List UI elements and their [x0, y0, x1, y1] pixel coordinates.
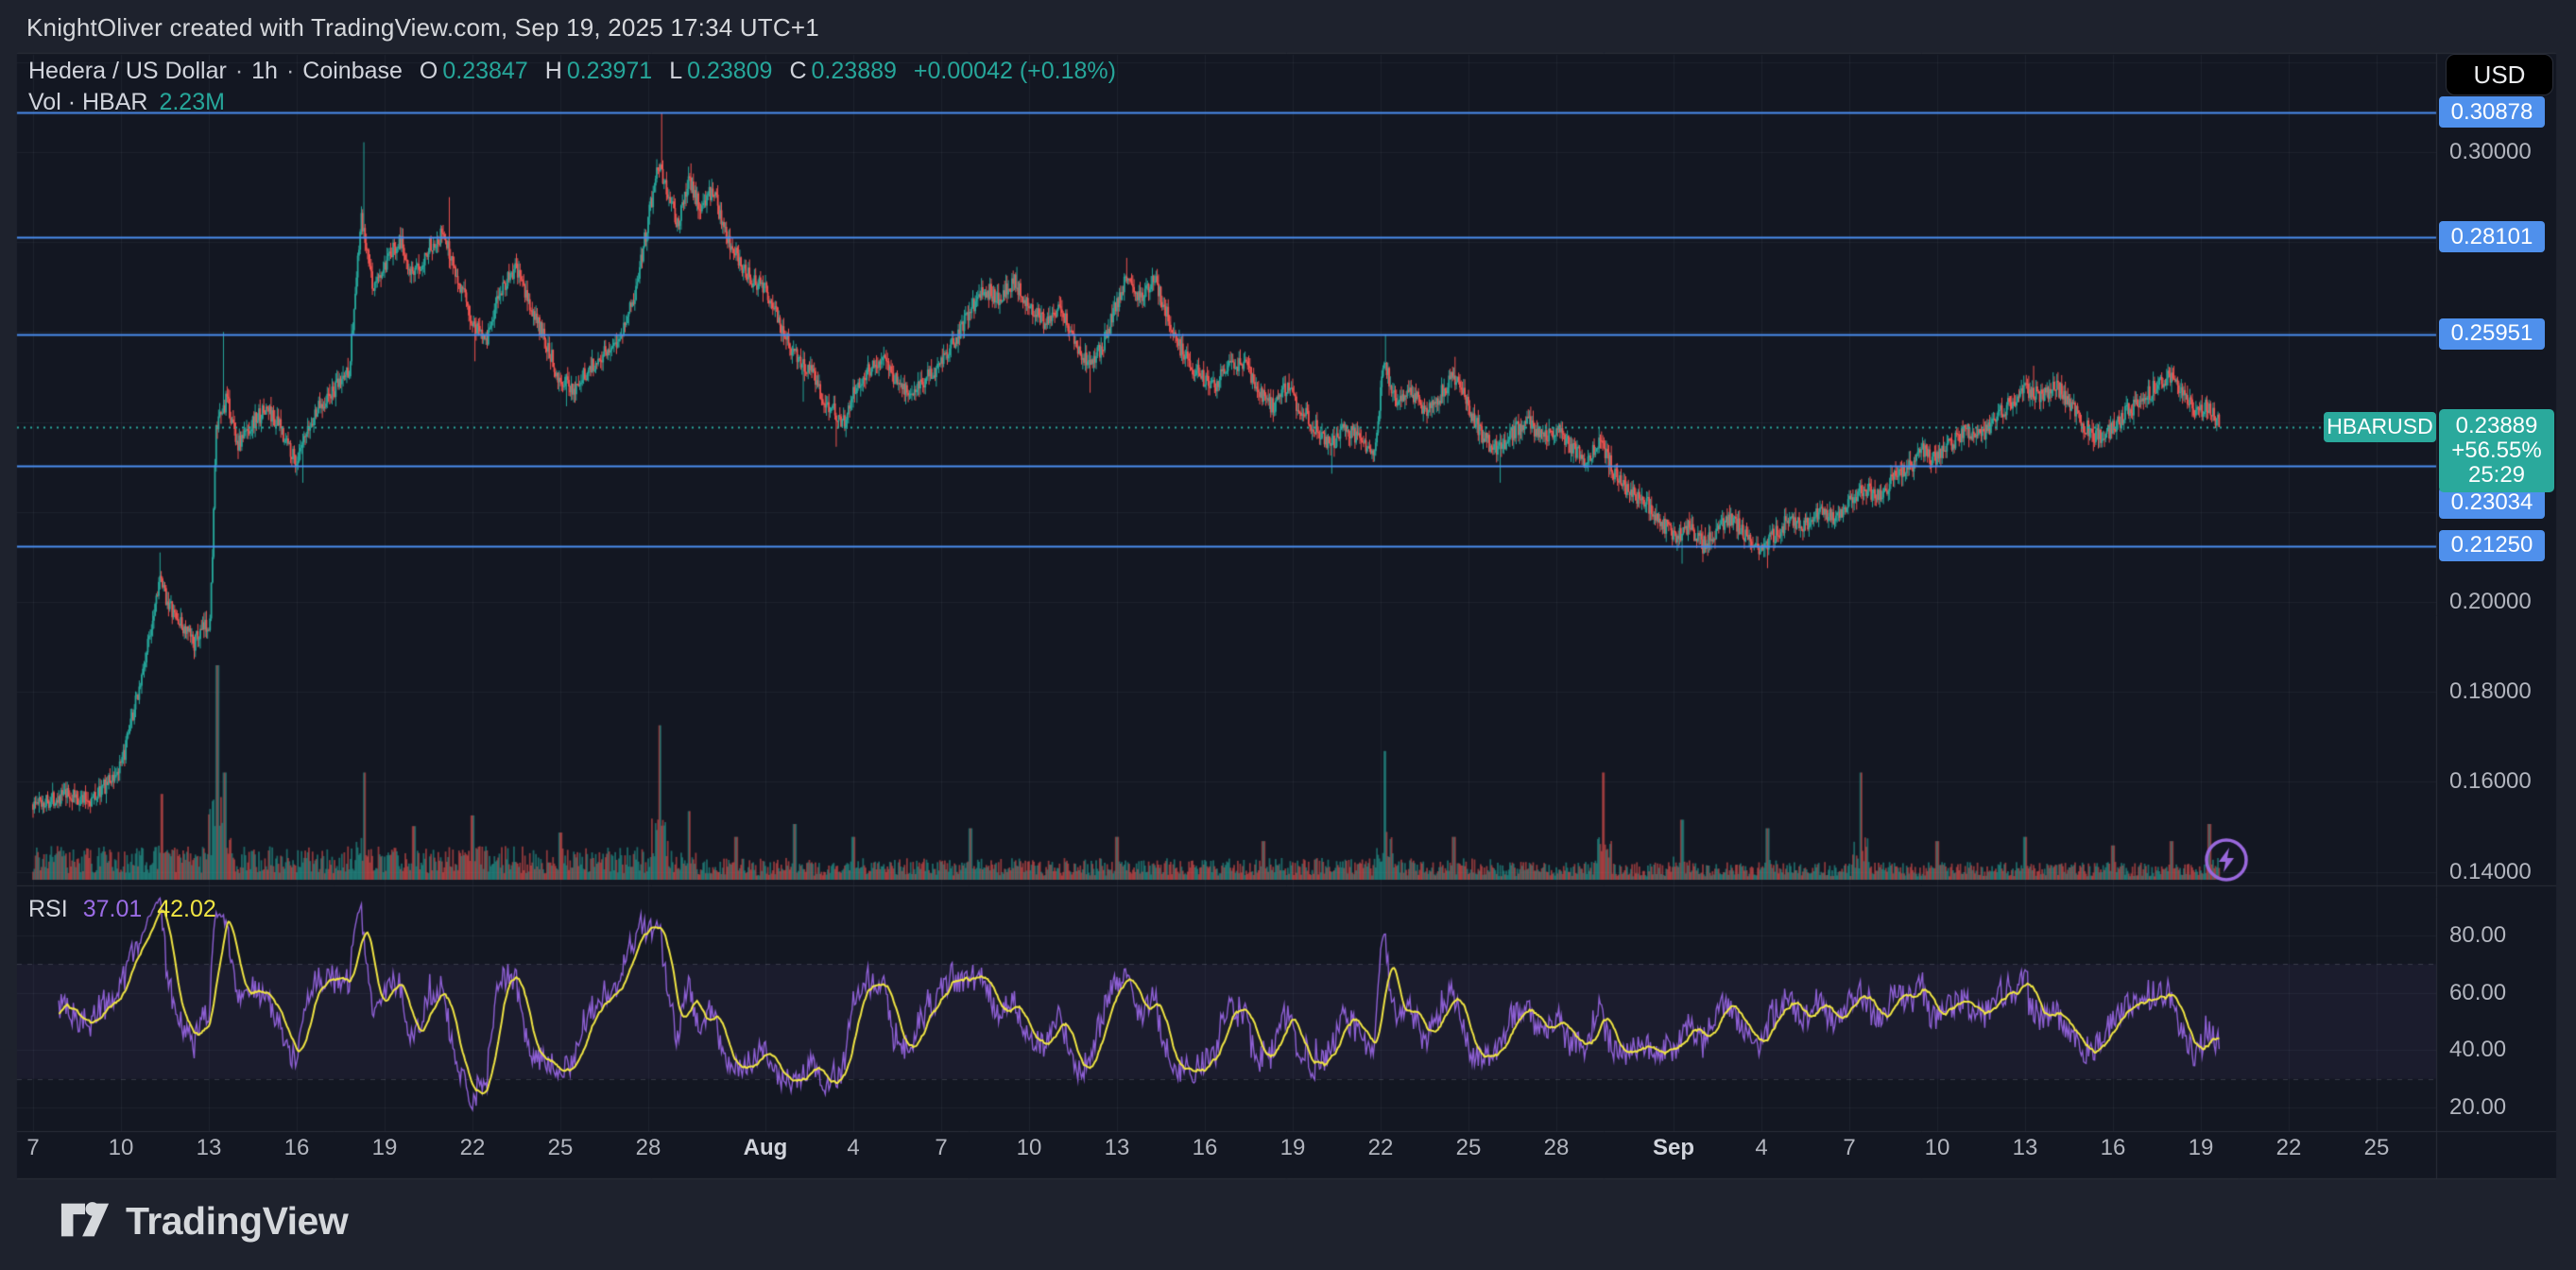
price-level-badge: 0.25951	[2439, 318, 2545, 350]
bar-countdown: 25:29	[2439, 463, 2554, 488]
time-axis-label: 25	[2364, 1135, 2390, 1161]
time-axis-label: 7	[1843, 1135, 1855, 1161]
rsi-label: RSI	[28, 896, 68, 923]
time-axis-label: 7	[935, 1135, 947, 1161]
time-axis-month-label: Aug	[744, 1135, 788, 1161]
time-axis-label: 4	[847, 1135, 859, 1161]
rsi-axis-label: 60.00	[2449, 980, 2506, 1006]
price-axis-label: 0.20000	[2449, 589, 2532, 615]
rsi-value: 37.01	[83, 896, 143, 923]
time-axis-label: 19	[1280, 1135, 1306, 1161]
current-change-percent: +56.55%	[2439, 438, 2554, 463]
time-axis-label: 13	[1105, 1135, 1130, 1161]
price-level-badge: 0.28101	[2439, 221, 2545, 252]
time-axis-month-label: Sep	[1653, 1135, 1694, 1161]
time-axis-label: 19	[2189, 1135, 2214, 1161]
rsi-axis-label: 80.00	[2449, 922, 2506, 949]
time-axis-label: 28	[636, 1135, 661, 1161]
symbol-legend: Hedera / US Dollar · 1h · Coinbase O 0.2…	[28, 57, 1116, 85]
symbol-title: Hedera / US Dollar	[28, 58, 227, 85]
time-axis-label: 16	[1193, 1135, 1218, 1161]
open-value: 0.23847	[442, 58, 527, 85]
legend-separator: ·	[286, 58, 294, 85]
time-axis-label: 13	[2013, 1135, 2038, 1161]
exchange-label: Coinbase	[302, 58, 403, 85]
attribution-text: KnightOliver created with TradingView.co…	[26, 13, 819, 43]
change-value: +0.00042 (+0.18%)	[914, 58, 1116, 85]
symbol-price-tag: HBARUSD	[2324, 412, 2436, 442]
rsi-legend: RSI 37.01 42.02	[28, 896, 216, 922]
current-price-box: 0.23889+56.55%25:29	[2439, 409, 2554, 492]
price-axis-label: 0.16000	[2449, 768, 2532, 795]
low-value: 0.23809	[687, 58, 772, 85]
tradingview-snapshot: KnightOliver created with TradingView.co…	[0, 0, 2576, 1270]
close-value: 0.23889	[812, 58, 897, 85]
tradingview-logo[interactable]: TradingView	[59, 1193, 348, 1250]
time-axis-label: 22	[460, 1135, 486, 1161]
time-axis-label: 25	[1456, 1135, 1482, 1161]
chart-overlay: KnightOliver created with TradingView.co…	[0, 0, 2576, 1270]
time-axis-label: 16	[284, 1135, 310, 1161]
time-axis-label: 10	[1017, 1135, 1042, 1161]
interval-label: 1h	[251, 58, 278, 85]
rsi-axis-label: 40.00	[2449, 1037, 2506, 1063]
time-axis-label: 10	[1925, 1135, 1950, 1161]
price-level-badge: 0.21250	[2439, 530, 2545, 561]
price-axis-label: 0.30000	[2449, 139, 2532, 165]
time-axis-label: 19	[372, 1135, 398, 1161]
rsi-axis-label: 20.00	[2449, 1094, 2506, 1121]
time-axis-label: 22	[1368, 1135, 1394, 1161]
time-axis-label: 13	[197, 1135, 222, 1161]
volume-label: Vol · HBAR	[28, 89, 147, 116]
logo-text: TradingView	[126, 1199, 348, 1244]
high-value: 0.23971	[567, 58, 652, 85]
price-level-badge: 0.30878	[2439, 96, 2545, 128]
volume-legend: Vol · HBAR 2.23M	[28, 89, 225, 115]
rsi-ma-value: 42.02	[157, 896, 216, 923]
price-axis-label: 0.18000	[2449, 678, 2532, 705]
legend-separator: ·	[235, 58, 243, 85]
price-axis-label: 0.14000	[2449, 859, 2532, 885]
open-label: O	[420, 58, 438, 85]
logo-mark-icon	[59, 1193, 112, 1250]
high-label: H	[545, 58, 562, 85]
current-price-value: 0.23889	[2439, 414, 2554, 438]
volume-value: 2.23M	[159, 89, 224, 116]
close-label: C	[789, 58, 806, 85]
time-axis-label: 25	[548, 1135, 574, 1161]
low-label: L	[669, 58, 682, 85]
time-axis-label: 22	[2276, 1135, 2302, 1161]
time-axis-label: 10	[109, 1135, 134, 1161]
time-axis-label: 4	[1755, 1135, 1767, 1161]
time-axis-label: 7	[26, 1135, 39, 1161]
time-axis-label: 16	[2101, 1135, 2126, 1161]
time-axis-label: 28	[1544, 1135, 1570, 1161]
